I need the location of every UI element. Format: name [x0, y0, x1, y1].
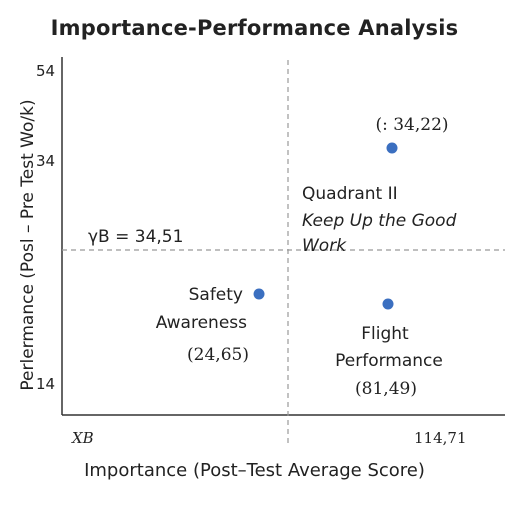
point-name-line: Safety: [189, 285, 243, 305]
point-name-line: Performance: [335, 351, 443, 371]
point-coord-label: (: 34,22): [375, 115, 448, 135]
x-tick-label-right: 114,71: [414, 429, 467, 447]
x-axis-label: Importance (Post–Test Average Score): [84, 460, 425, 481]
point-name-line: Flight: [361, 324, 409, 344]
y-tick-label: 14: [36, 375, 55, 393]
quadrant-title: Quadrant II: [302, 184, 398, 204]
point-coord-label: (81,49): [355, 379, 417, 399]
point-name-line: Awareness: [156, 313, 247, 333]
y-tick-label: 54: [36, 62, 55, 80]
crosshair-label: γB = 34,51: [88, 227, 183, 247]
quadrant-subtitle-line: Work: [302, 236, 347, 256]
quadrant-subtitle-line: Keep Up the Good: [302, 211, 457, 231]
data-point: [382, 298, 394, 310]
data-point: [386, 142, 398, 154]
point-coord-label: (24,65): [187, 345, 249, 365]
data-point: [253, 288, 265, 300]
chart-title: Importance-Performance Analysis: [50, 16, 459, 40]
y-tick-label: 34: [36, 152, 55, 170]
x-tick-label-left: XB: [71, 429, 94, 447]
